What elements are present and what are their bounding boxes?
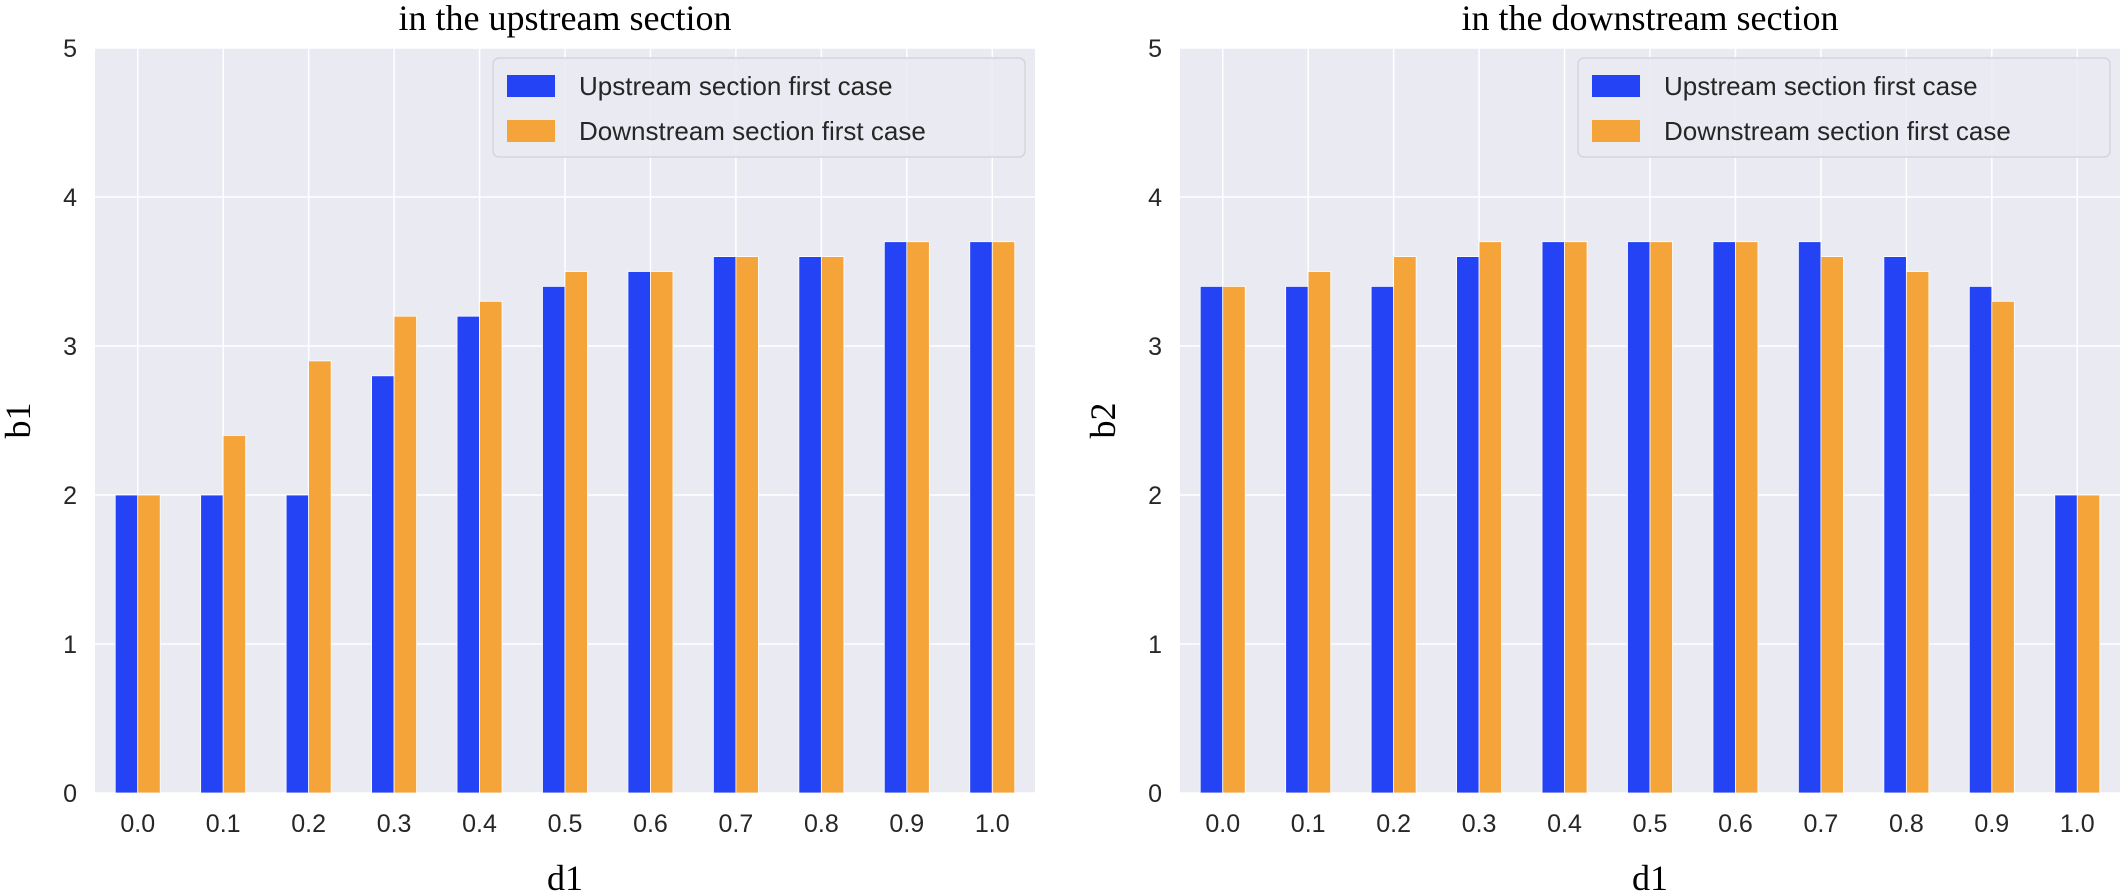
bar-upstream-0.0 — [114, 494, 139, 794]
bar-downstream-0.0 — [137, 494, 161, 794]
x-tick-label: 0.2 — [291, 810, 326, 838]
y-tick-label: 0 — [1148, 780, 1162, 808]
bar-downstream-0.6 — [650, 271, 674, 794]
legend-box — [1577, 57, 2111, 158]
y-tick-label: 5 — [1148, 35, 1162, 63]
y-tick-label: 1 — [1148, 631, 1162, 659]
legend-label-upstream: Upstream section first case — [1664, 71, 1978, 101]
x-axis-label: d1 — [1632, 858, 1668, 895]
x-tick-label: 0.3 — [1462, 810, 1497, 838]
bar-downstream-0.9 — [906, 241, 930, 794]
bar-downstream-0.3 — [1478, 241, 1502, 794]
bar-upstream-0.7 — [713, 256, 737, 794]
bar-downstream-0.0 — [1222, 285, 1246, 794]
x-tick-label: 0.6 — [633, 810, 668, 838]
legend-label-downstream: Downstream section first case — [1664, 116, 2011, 146]
x-tick-label: 0.6 — [1718, 810, 1753, 838]
y-axis-label: b2 — [1083, 403, 1123, 439]
bar-downstream-0.2 — [1393, 256, 1417, 794]
x-tick-label: 0.0 — [1205, 810, 1240, 838]
x-tick-label: 0.2 — [1376, 810, 1411, 838]
bar-upstream-0.2 — [285, 494, 310, 794]
bar-upstream-0.2 — [1370, 285, 1395, 794]
legend: Upstream section first case Downstream se… — [492, 57, 1026, 158]
bar-upstream-0.3 — [1456, 256, 1480, 794]
legend-swatch-upstream — [507, 75, 555, 97]
bar-downstream-0.3 — [393, 315, 417, 794]
bar-upstream-0.4 — [1541, 241, 1565, 794]
y-tick-label: 3 — [1148, 333, 1162, 361]
bar-downstream-0.1 — [1307, 271, 1332, 794]
bar-downstream-0.5 — [564, 271, 588, 794]
bar-downstream-0.9 — [1991, 300, 2015, 794]
legend: Upstream section first case Downstream se… — [1577, 57, 2111, 158]
bar-upstream-0.8 — [798, 256, 822, 794]
bar-upstream-0.6 — [627, 271, 651, 794]
x-tick-label: 0.1 — [206, 810, 241, 838]
bar-upstream-0.9 — [883, 241, 908, 794]
bar-upstream-0.5 — [1627, 241, 1651, 794]
bar-upstream-0.7 — [1798, 241, 1822, 794]
x-tick-label: 0.4 — [462, 810, 497, 838]
legend-swatch-downstream — [1592, 120, 1640, 142]
bar-downstream-0.6 — [1735, 241, 1759, 794]
bar-downstream-0.8 — [1905, 271, 1930, 794]
downstream-section-chart: 0 1 2 3 4 5 0.0 0.1 0.2 0.3 0.4 0.5 0.6 0.7 0.8 0.9 1.0 i… — [1083, 0, 2120, 895]
y-tick-label: 2 — [63, 482, 77, 510]
y-tick-label: 3 — [63, 333, 77, 361]
x-tick-label: 0.8 — [1889, 810, 1924, 838]
x-tick-label: 0.5 — [548, 810, 583, 838]
x-tick-label: 0.7 — [1804, 810, 1839, 838]
y-tick-label: 0 — [63, 780, 77, 808]
legend-label-downstream: Downstream section first case — [579, 116, 926, 146]
y-tick-label: 4 — [1148, 184, 1162, 212]
x-tick-label: 0.0 — [120, 810, 155, 838]
bar-downstream-0.2 — [308, 360, 332, 794]
x-tick-label: 0.5 — [1633, 810, 1668, 838]
y-tick-label: 5 — [63, 35, 77, 63]
x-tick-label: 0.1 — [1291, 810, 1326, 838]
legend-swatch-downstream — [507, 120, 555, 142]
x-tick-label: 0.7 — [719, 810, 754, 838]
y-axis-label: b1 — [0, 403, 38, 439]
chart-title: in the upstream section — [399, 0, 732, 38]
legend-label-upstream: Upstream section first case — [579, 71, 893, 101]
bar-downstream-0.5 — [1649, 241, 1673, 794]
x-tick-label: 1.0 — [2060, 810, 2095, 838]
chart-title: in the downstream section — [1462, 0, 1839, 38]
bar-upstream-1.0 — [2054, 494, 2078, 794]
legend-swatch-upstream — [1592, 75, 1640, 97]
bar-downstream-1.0 — [991, 241, 1016, 794]
y-tick-label: 2 — [1148, 482, 1162, 510]
bar-upstream-0.5 — [542, 285, 566, 794]
x-tick-label: 0.3 — [377, 810, 412, 838]
x-tick-label: 0.8 — [804, 810, 839, 838]
bar-upstream-0.1 — [200, 494, 224, 794]
bar-downstream-1.0 — [2076, 494, 2101, 794]
bar-downstream-0.4 — [1564, 241, 1588, 794]
bar-upstream-0.4 — [456, 315, 480, 794]
bar-downstream-0.7 — [1820, 256, 1844, 794]
bar-downstream-0.8 — [820, 256, 845, 794]
bar-upstream-0.0 — [1199, 285, 1224, 794]
x-tick-label: 0.9 — [889, 810, 924, 838]
x-axis-label: d1 — [547, 858, 583, 895]
bar-upstream-1.0 — [969, 241, 993, 794]
bar-downstream-0.7 — [735, 256, 759, 794]
y-tick-label: 4 — [63, 184, 77, 212]
bar-downstream-0.4 — [479, 300, 503, 794]
x-tick-label: 1.0 — [975, 810, 1010, 838]
bar-upstream-0.6 — [1712, 241, 1736, 794]
bar-upstream-0.8 — [1883, 256, 1907, 794]
x-tick-label: 0.4 — [1547, 810, 1582, 838]
bar-upstream-0.9 — [1968, 285, 1993, 794]
x-tick-label: 0.9 — [1974, 810, 2009, 838]
upstream-section-chart: 0 1 2 3 4 5 0.0 0.1 0.2 0.3 0.4 0.5 0.6 0.7 0.8 0.9 1.0 i… — [0, 0, 1035, 895]
bar-upstream-0.3 — [371, 375, 395, 794]
bar-upstream-0.1 — [1285, 285, 1309, 794]
legend-box — [492, 57, 1026, 158]
bar-downstream-0.1 — [222, 434, 247, 794]
y-tick-label: 1 — [63, 631, 77, 659]
